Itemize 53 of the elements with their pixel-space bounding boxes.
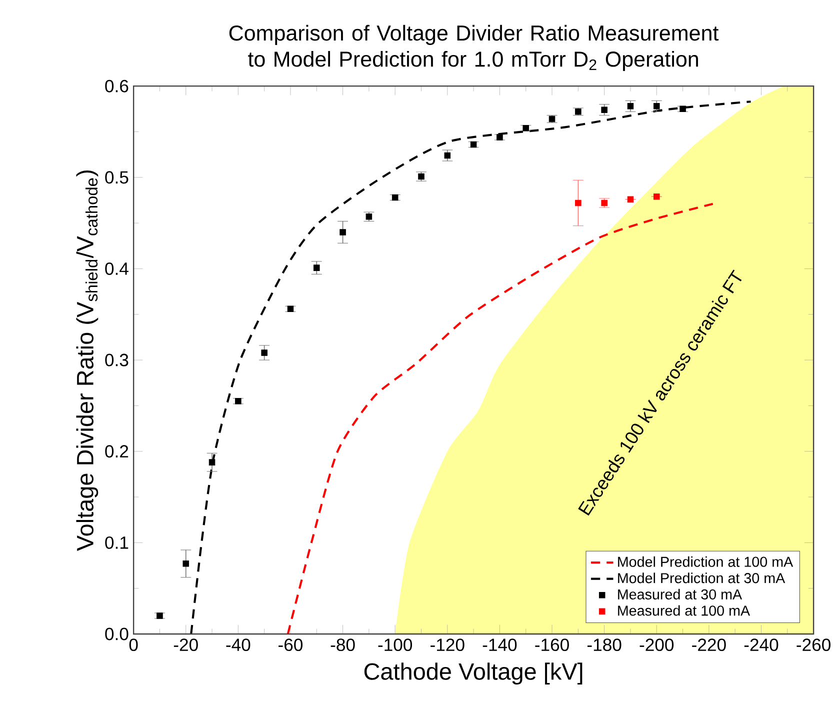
legend-label: Measured at 100 mA bbox=[618, 605, 750, 616]
point bbox=[496, 134, 503, 140]
x-tick-label: -40 bbox=[226, 638, 250, 651]
point bbox=[654, 102, 660, 110]
point bbox=[601, 200, 608, 206]
x-tick-label: -200 bbox=[640, 638, 674, 651]
y-tick-label: 0.3 bbox=[105, 354, 128, 366]
point bbox=[627, 196, 634, 202]
x-tick-label: -180 bbox=[587, 638, 622, 651]
point bbox=[654, 193, 660, 200]
y-tick-label: 0.1 bbox=[105, 536, 128, 549]
point bbox=[601, 106, 608, 113]
point bbox=[548, 116, 556, 122]
x-tick-label: 0 bbox=[129, 638, 138, 651]
x-tick-label: -240 bbox=[744, 638, 778, 651]
x-tick-label: -140 bbox=[482, 638, 517, 651]
point bbox=[627, 102, 634, 110]
point bbox=[575, 108, 582, 115]
x-tick-label: -160 bbox=[535, 638, 569, 651]
x-tick-label: -60 bbox=[278, 638, 303, 651]
y-tick-label: 0.5 bbox=[105, 171, 128, 184]
point bbox=[470, 141, 477, 148]
point bbox=[261, 349, 268, 356]
legend-label: Model Prediction at 30 mA bbox=[618, 572, 786, 584]
x-tick-label: -80 bbox=[330, 638, 355, 651]
point bbox=[287, 306, 294, 312]
point bbox=[182, 560, 190, 567]
point bbox=[235, 398, 242, 404]
point bbox=[680, 106, 686, 112]
x-axis-title: Cathode Voltage [kV] bbox=[364, 662, 582, 684]
chart-title: Comparison of Voltage Divider Ratio Measurement to Model Prediction for 1.0 mTorr D$_{2}$ Operation bbox=[229, 24, 719, 71]
legend-label: Measured at 30 mA bbox=[618, 588, 742, 600]
point bbox=[444, 152, 451, 158]
point bbox=[418, 173, 424, 180]
x-tick-label: -260 bbox=[796, 638, 830, 651]
y-tick-label: 0.6 bbox=[105, 80, 128, 92]
y-axis-title: Voltage Divider Ratio (V$_{shield}$/V$_{cathode}$) bbox=[76, 170, 98, 551]
point bbox=[340, 228, 346, 236]
x-tick-label: -100 bbox=[378, 638, 412, 651]
point bbox=[575, 200, 582, 206]
point bbox=[522, 124, 529, 132]
point bbox=[392, 194, 398, 200]
point bbox=[208, 459, 216, 466]
x-tick-label: -220 bbox=[692, 638, 726, 651]
x-tick-label: -120 bbox=[430, 638, 464, 651]
x-tick-label: -20 bbox=[174, 638, 198, 651]
point bbox=[314, 264, 320, 271]
point bbox=[156, 612, 163, 619]
point bbox=[366, 213, 372, 220]
legend-label: Model Prediction at 100 mA bbox=[618, 556, 794, 567]
y-tick-label: 0.4 bbox=[105, 262, 128, 275]
y-tick-label: 0.0 bbox=[105, 628, 128, 640]
y-tick-label: 0.2 bbox=[105, 444, 128, 458]
